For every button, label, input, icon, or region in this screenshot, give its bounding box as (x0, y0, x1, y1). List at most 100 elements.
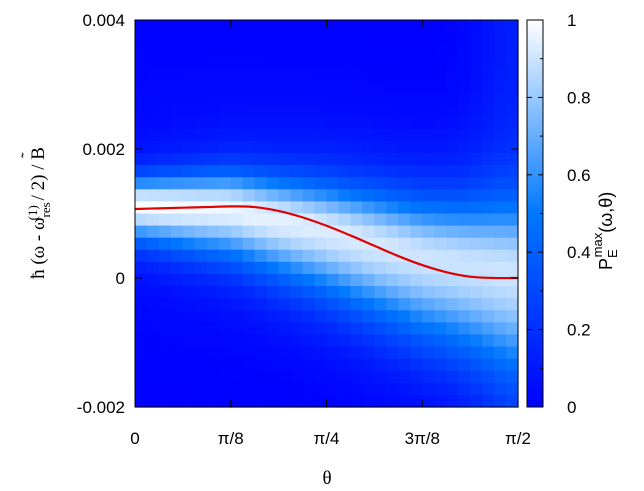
heatmap-cell (206, 44, 220, 57)
heatmap-cell (206, 322, 220, 336)
heatmap-cell (182, 334, 196, 348)
heatmap-cell (170, 370, 184, 384)
heatmap-cell (338, 128, 352, 142)
heatmap-cell (338, 140, 352, 154)
heatmap-cell (398, 370, 411, 384)
heatmap-cell (494, 273, 507, 287)
heatmap-cell (170, 20, 184, 33)
heatmap-cell (218, 286, 232, 299)
heatmap-cell (434, 201, 447, 215)
heatmap-cell (386, 68, 399, 82)
heatmap-cell (206, 20, 220, 33)
heatmap-cell (350, 56, 364, 69)
heatmap-cell (290, 322, 304, 336)
colorbar: 0 0.2 0.4 0.6 0.8 1 PEmax(ω,θ) (526, 11, 620, 417)
heatmap-cell (230, 370, 244, 384)
heatmap-cell (230, 394, 244, 408)
heatmap-cell (470, 237, 483, 251)
heatmap-cell (146, 310, 160, 323)
heatmap-cell (338, 20, 352, 33)
heatmap-cell (350, 44, 364, 57)
heatmap-cell (494, 104, 507, 118)
heatmap-cell (458, 32, 471, 45)
heatmap-cell (146, 68, 160, 82)
heatmap-cell (146, 273, 160, 287)
heatmap-cell (290, 249, 304, 263)
heatmap-cell (206, 177, 220, 190)
heatmap-cell (314, 56, 328, 69)
heatmap-cell (206, 140, 220, 154)
heatmap-cell (254, 382, 268, 396)
heatmap-cell (218, 322, 232, 336)
heatmap-cell (422, 370, 435, 384)
x-tick-label: 3π/8 (405, 429, 440, 448)
heatmap-cell (290, 225, 304, 239)
heatmap-cell (146, 189, 160, 202)
heatmap-cell (135, 20, 148, 33)
heatmap-cell (350, 237, 364, 251)
heatmap-cell (386, 56, 399, 69)
heatmap-cell (314, 165, 328, 178)
heatmap-cell (135, 261, 148, 275)
heatmap-cell (410, 322, 423, 336)
heatmap-cell (506, 322, 519, 336)
heatmap-cell (506, 261, 519, 275)
heatmap-cell (230, 140, 244, 154)
heatmap-cell (506, 68, 519, 82)
heatmap-cell (470, 177, 483, 190)
heatmap-cell (135, 128, 148, 142)
heatmap-cell (494, 32, 507, 45)
heatmap-cell (338, 165, 352, 178)
heatmap-cell (434, 273, 447, 287)
heatmap-cell (242, 286, 256, 299)
heatmap-cell (194, 249, 208, 263)
heatmap-cell (374, 286, 387, 299)
heatmap-cell (506, 189, 519, 202)
heatmap-cell (278, 44, 292, 57)
heatmap-cell (362, 56, 375, 69)
heatmap-cell (146, 394, 160, 408)
heatmap-cell (446, 358, 459, 372)
heatmap-cell (314, 116, 328, 130)
heatmap-cell (350, 128, 364, 142)
heatmap-cell (302, 273, 316, 287)
heatmap-cell (242, 346, 256, 360)
heatmap-cell (218, 261, 232, 275)
x-axis-label: θ (322, 468, 331, 489)
heatmap-cell (242, 116, 256, 130)
heatmap-cell (326, 286, 340, 299)
heatmap-cell (362, 177, 375, 190)
heatmap-cell (410, 68, 423, 82)
heatmap-cell (326, 346, 340, 360)
heatmap-cell (266, 177, 280, 190)
heatmap-cell (182, 237, 196, 251)
heatmap-cell (230, 322, 244, 336)
heatmap-cell (314, 261, 328, 275)
heatmap-cell (326, 382, 340, 396)
heatmap-cell (254, 104, 268, 118)
heatmap-cell (158, 80, 172, 94)
heatmap-cell (494, 20, 507, 33)
heatmap-cell (326, 189, 340, 202)
heatmap-cell (135, 32, 148, 45)
heatmap-cell (362, 261, 375, 275)
heatmap-cell (446, 116, 459, 130)
heatmap-cell (482, 201, 495, 215)
heatmap-cell (206, 213, 220, 227)
heatmap-cell (338, 56, 352, 69)
heatmap-cell (506, 273, 519, 287)
heatmap-cell (278, 32, 292, 45)
heatmap-cell (266, 261, 280, 275)
heatmap-cell (135, 382, 148, 396)
heatmap-cell (410, 44, 423, 57)
heatmap-cell (374, 140, 387, 154)
heatmap-cell (458, 298, 471, 311)
colorbar-tick-label: 1 (567, 11, 576, 30)
heatmap-cell (398, 394, 411, 408)
heatmap-cell (158, 56, 172, 69)
heatmap-cell (230, 358, 244, 372)
heatmap-cell (374, 346, 387, 360)
heatmap-cell (182, 322, 196, 336)
heatmap-cell (290, 80, 304, 94)
heatmap-cell (314, 370, 328, 384)
